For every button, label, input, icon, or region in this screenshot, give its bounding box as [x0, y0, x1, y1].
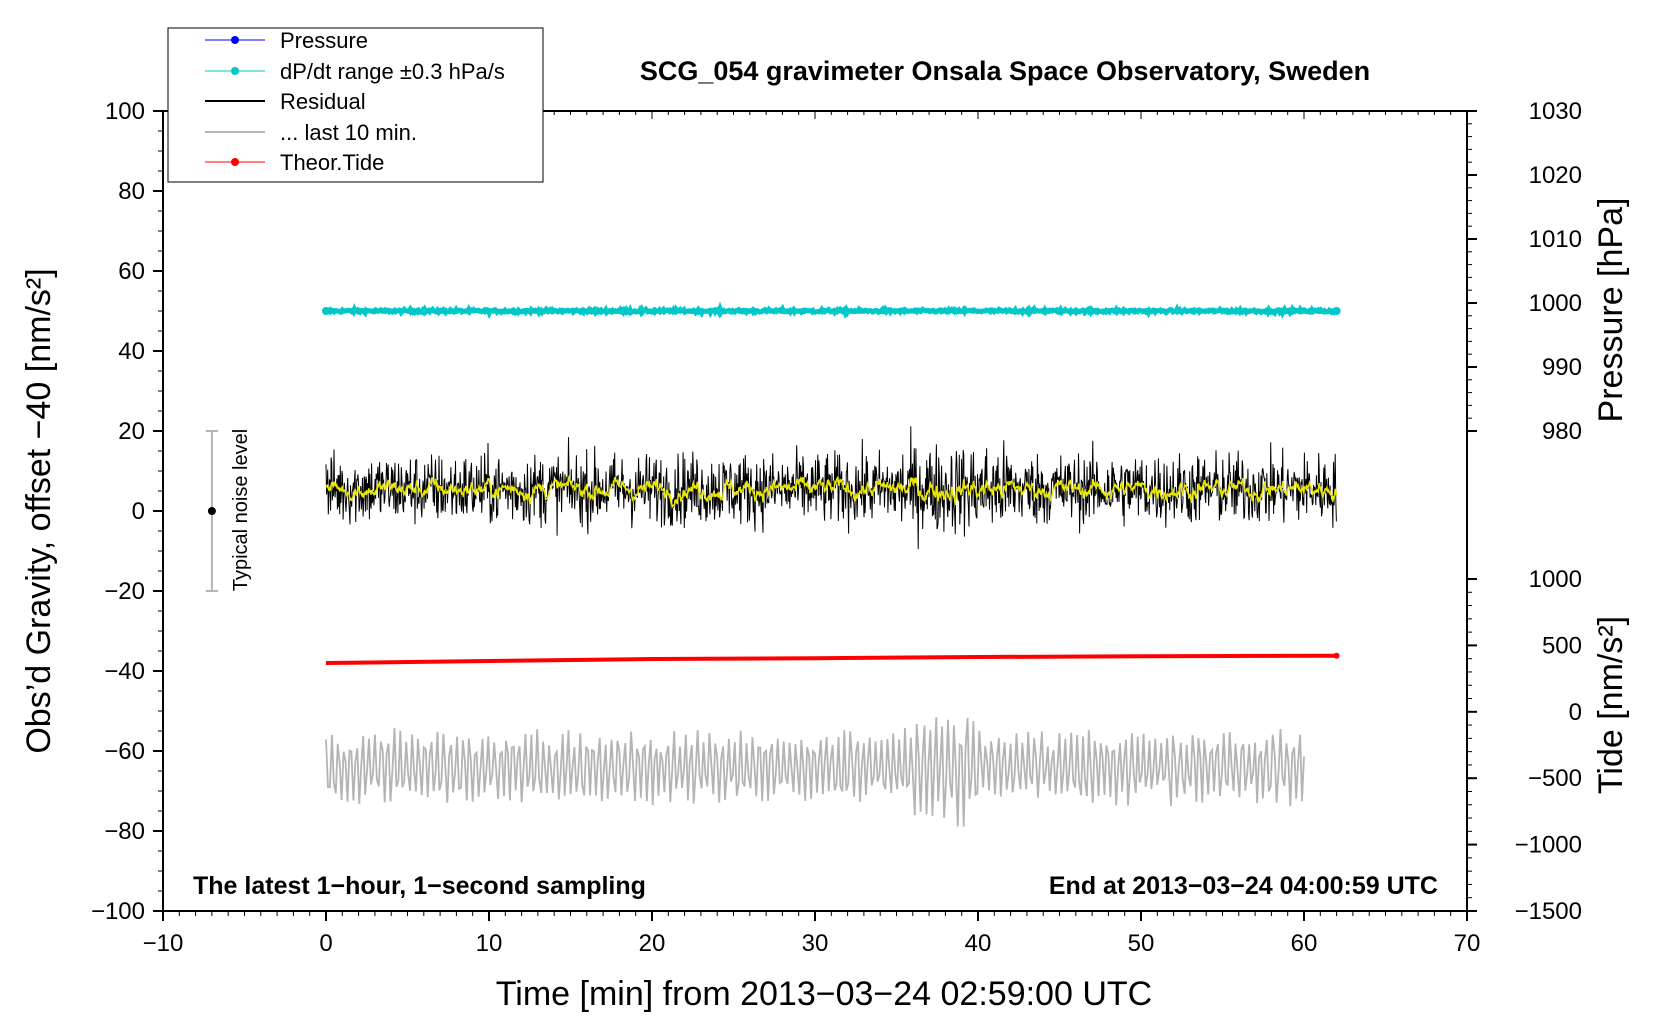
pressure-tick-label: 1030 — [1529, 98, 1582, 125]
pressure-tick-label: 990 — [1542, 354, 1582, 381]
legend-last10-label: ... last 10 min. — [280, 120, 417, 145]
tide-end-point — [1333, 652, 1340, 659]
pressure-tick-label: 1010 — [1529, 226, 1582, 253]
y-tick-label: −100 — [91, 898, 145, 925]
y-tick-label: 0 — [132, 498, 145, 525]
dpdt-start-point — [322, 307, 330, 315]
x-tick-label: 0 — [319, 930, 332, 957]
axis-ticks: −10 0 10 20 30 40 50 60 70−100−80−60−40−20020406… — [91, 98, 1582, 957]
y-tick-label: −40 — [104, 658, 145, 685]
tide-tick-label: −1500 — [1515, 898, 1582, 925]
y-axis-title: Obs’d Gravity, offset −40 [nm/s²] — [20, 268, 58, 753]
tide-tick-label: −500 — [1528, 765, 1582, 792]
dpdt-series — [325, 301, 1338, 320]
legend-tide-marker — [231, 158, 239, 166]
chart-title: SCG_054 gravimeter Onsala Space Observat… — [640, 56, 1370, 86]
end-time-note: End at 2013−03−24 04:00:59 UTC — [1049, 872, 1438, 900]
legend-pressure-marker — [231, 36, 239, 44]
y-tick-label: 40 — [118, 338, 145, 365]
y-tick-label: −20 — [104, 578, 145, 605]
y-tick-label: 60 — [118, 258, 145, 285]
legend-dpdt-marker — [231, 67, 239, 75]
y-tick-label: 100 — [105, 98, 145, 125]
x-tick-label: 50 — [1128, 930, 1155, 957]
y-tick-label: 80 — [118, 178, 145, 205]
residual-smoothed-series — [325, 474, 1338, 510]
tide-tick-label: 1000 — [1529, 566, 1582, 593]
x-tick-label: 10 — [476, 930, 503, 957]
legend-box — [167, 27, 544, 183]
tide-axis-title: Tide [nm/s²] — [1592, 616, 1630, 794]
tide-tick-label: 500 — [1542, 632, 1582, 659]
x-tick-label: 40 — [965, 930, 992, 957]
data-series — [205, 301, 1341, 827]
legend-dpdt-label: dP/dt range ±0.3 hPa/s — [280, 59, 505, 84]
tide-series — [325, 653, 1337, 665]
noise-level-label: Typical noise level — [230, 429, 252, 591]
dpdt-end-point — [1332, 307, 1341, 315]
noise-bar-center — [207, 507, 216, 515]
sampling-note: The latest 1−hour, 1−second sampling — [193, 872, 646, 900]
pressure-tick-label: 1020 — [1529, 162, 1582, 189]
y-tick-label: −60 — [104, 738, 145, 765]
legend: Pressure dP/dt range ±0.3 hPa/s Residual… — [167, 27, 544, 183]
x-tick-label: −10 — [143, 930, 184, 957]
x-tick-label: 60 — [1291, 930, 1318, 957]
legend-pressure-label: Pressure — [280, 28, 368, 53]
y-tick-label: −80 — [104, 818, 145, 845]
x-tick-label: 30 — [802, 930, 829, 957]
pressure-tick-label: 980 — [1542, 418, 1582, 445]
x-axis-title: Time [min] from 2013−03−24 02:59:00 UTC — [496, 975, 1152, 1013]
pressure-tick-label: 1000 — [1529, 290, 1582, 317]
pressure-axis-title: Pressure [hPa] — [1592, 198, 1630, 423]
tide-tick-label: 0 — [1569, 699, 1582, 726]
last10-series — [325, 717, 1305, 827]
x-tick-label: 20 — [639, 930, 666, 957]
y-tick-label: 20 — [118, 418, 145, 445]
legend-tide-label: Theor.Tide — [280, 150, 384, 175]
x-tick-label: 70 — [1454, 930, 1481, 957]
legend-residual-label: Residual — [280, 89, 366, 114]
tide-tick-label: −1000 — [1515, 832, 1582, 859]
